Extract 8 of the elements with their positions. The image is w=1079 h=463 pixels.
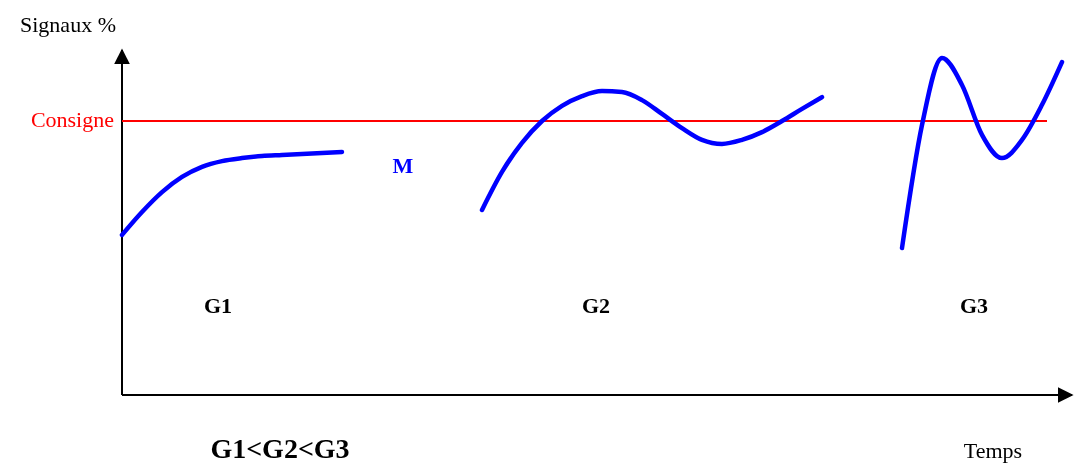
annotation: G1 [203,293,233,318]
annotation: G2 [581,293,611,318]
annotation: G3 [959,293,989,318]
text: G1<G2<G3 [210,433,350,463]
x-axis-title: Temps [963,438,1023,463]
y-axis-title: Signaux % [20,12,116,37]
annotation: M [392,153,414,178]
ref-line-label: Consigne [30,107,114,133]
